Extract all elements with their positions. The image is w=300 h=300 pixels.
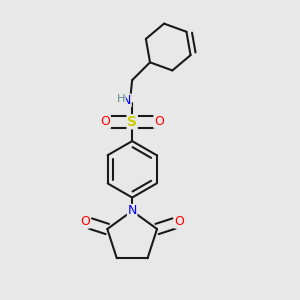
Text: H: H — [117, 94, 125, 104]
Text: N: N — [122, 94, 131, 107]
Text: O: O — [154, 115, 164, 128]
Text: S: S — [127, 115, 137, 129]
Text: O: O — [174, 215, 184, 228]
Text: O: O — [100, 115, 110, 128]
Text: O: O — [80, 215, 90, 228]
Text: N: N — [128, 204, 137, 218]
